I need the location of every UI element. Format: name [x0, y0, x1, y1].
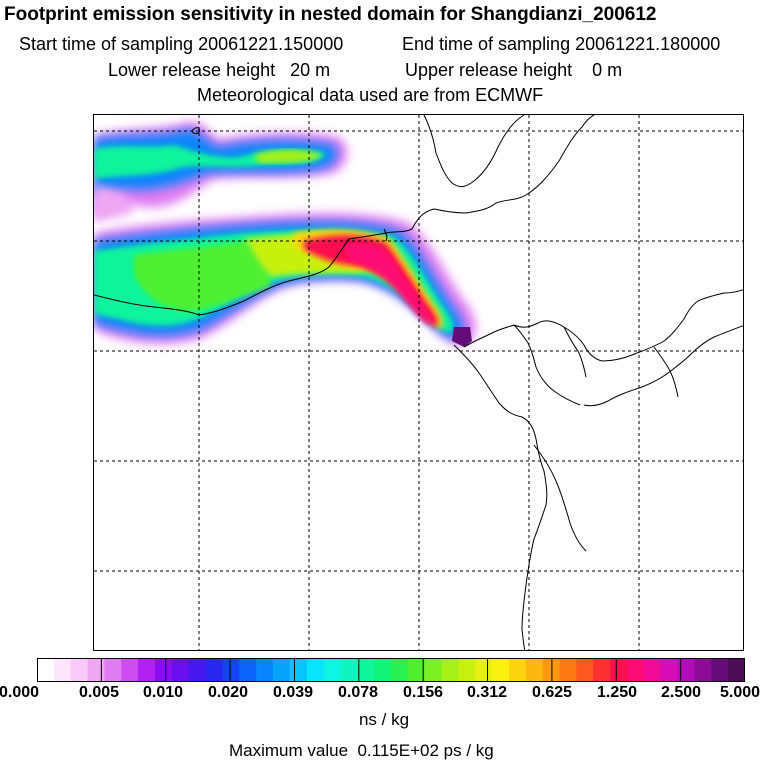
colorbar-swatch — [677, 658, 695, 682]
colorbar-swatch — [138, 658, 156, 682]
colorbar-swatch — [53, 658, 72, 682]
colorbar-swatch — [239, 658, 257, 682]
colorbar-tick-label: 2.500 — [660, 684, 702, 701]
colorbar-swatch — [660, 658, 679, 682]
colorbar — [37, 658, 745, 682]
colorbar-swatch — [188, 658, 207, 682]
colorbar-swatch — [542, 658, 561, 682]
lat-lon-grid — [94, 115, 743, 650]
colorbar-swatch — [273, 658, 291, 682]
colorbar-swatch — [627, 658, 645, 682]
colorbar-border — [37, 658, 745, 682]
colorbar-swatch — [492, 658, 510, 682]
colorbar-swatch — [576, 658, 594, 682]
colorbar-tick-label: 0.010 — [142, 684, 184, 701]
colorbar-swatch — [643, 658, 662, 682]
colorbar-swatch — [357, 658, 375, 682]
colorbar-tick-label: 0.625 — [531, 684, 573, 701]
colorbar-swatch — [104, 658, 122, 682]
colorbar-swatch — [559, 658, 577, 682]
upper-release-height-label: Upper release height 0 m — [405, 60, 623, 80]
map-panel — [93, 114, 744, 651]
colorbar-swatch — [711, 658, 729, 682]
units-label: ns / kg — [358, 710, 410, 729]
colorbar-swatch — [525, 658, 544, 682]
lower-release-height-label: Lower release height 20 m — [108, 60, 331, 80]
colorbar-swatch — [340, 658, 358, 682]
colorbar-swatch — [424, 658, 443, 682]
colorbar-swatch — [407, 658, 426, 682]
upper-plume — [94, 121, 348, 221]
colorbar-swatch — [306, 658, 325, 682]
colorbar-tick-label: 0.156 — [402, 684, 444, 701]
colorbar-swatch — [155, 658, 173, 682]
end-time-label: End time of sampling 20061221.180000 — [402, 34, 721, 54]
colorbar-swatch — [441, 658, 459, 682]
colorbar-swatch — [87, 658, 105, 682]
colorbar-swatch — [121, 658, 139, 682]
start-time-label: Start time of sampling 20061221.150000 — [19, 34, 344, 54]
colorbar-swatch — [289, 658, 308, 682]
met-data-label: Meteorological data used are from ECMWF — [197, 85, 544, 105]
maximum-value-label: Maximum value 0.115E+02 ps / kg — [229, 741, 494, 760]
colorbar-swatch — [37, 658, 55, 682]
colorbar-tick-label: 0.000 — [0, 684, 40, 701]
colorbar-swatch — [374, 658, 392, 682]
colorbar-tick-label: 1.250 — [596, 684, 638, 701]
footprint-map — [94, 115, 743, 650]
colorbar-swatch — [171, 658, 190, 682]
colorbar-swatch — [475, 658, 493, 682]
coastline — [94, 115, 743, 650]
colorbar-swatch — [728, 658, 745, 682]
colorbar-swatch — [391, 658, 409, 682]
colorbar-tick-label: 0.020 — [207, 684, 249, 701]
colorbar-swatch — [458, 658, 476, 682]
colorbar-swatch — [323, 658, 341, 682]
colorbar-swatch — [205, 658, 223, 682]
main-plume — [94, 213, 476, 347]
map-title: Footprint emission sensitivity in nested… — [4, 4, 657, 25]
colorbar-tick-label: 0.078 — [337, 684, 379, 701]
colorbar-swatch — [610, 658, 628, 682]
colorbar-tick-label: 0.039 — [272, 684, 314, 701]
colorbar-tick-label: 5.000 — [719, 684, 761, 701]
colorbar-tick-label: 0.005 — [78, 684, 120, 701]
colorbar-swatch — [70, 658, 89, 682]
colorbar-swatch — [256, 658, 274, 682]
colorbar-tick-label: 0.312 — [466, 684, 508, 701]
colorbar-swatch — [593, 658, 611, 682]
colorbar-swatch — [222, 658, 240, 682]
colorbar-swatch — [694, 658, 712, 682]
colorbar-swatch — [509, 658, 527, 682]
